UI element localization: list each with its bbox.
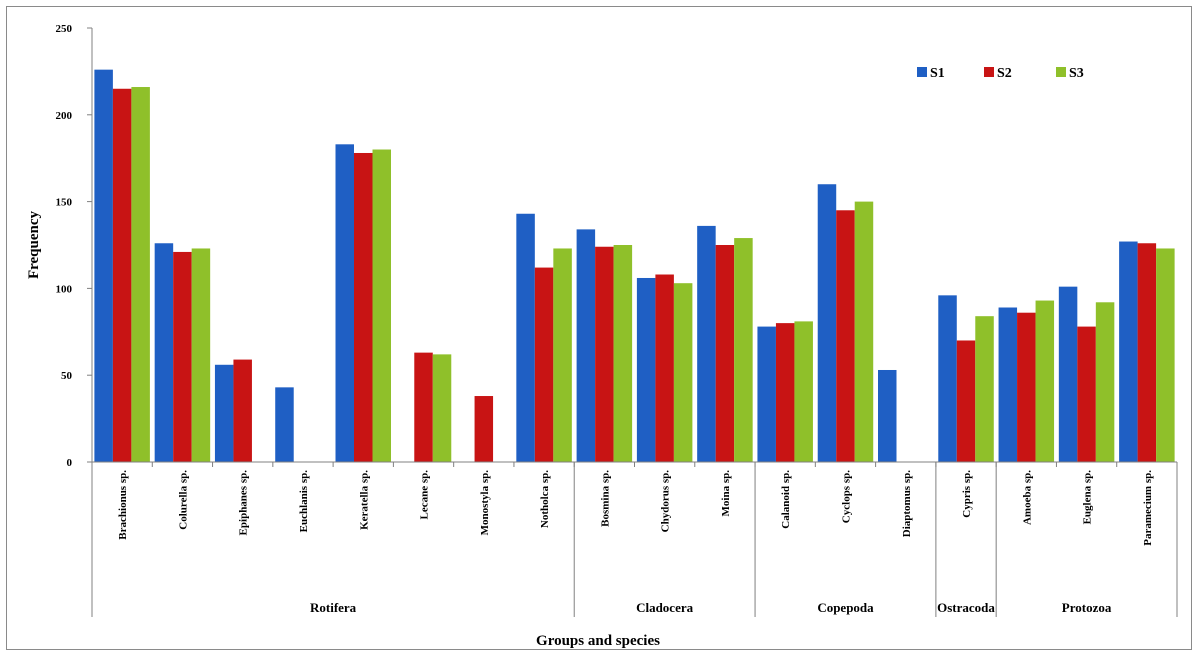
category-label: Chydorus sp. [660, 470, 672, 533]
group-label: Protozoa [1062, 600, 1112, 615]
y-tick-label: 0 [67, 457, 73, 469]
category-label: Moina sp. [720, 470, 732, 517]
category-label: Monostyla sp. [479, 470, 491, 536]
bar-s2-17 [1077, 326, 1096, 462]
legend-label-s2: S2 [997, 66, 1012, 81]
category-label: Epiphanes sp. [238, 470, 250, 536]
bar-s2-8 [534, 267, 554, 462]
bar-s3-6 [432, 354, 452, 462]
bar-s2-3 [233, 359, 252, 462]
bar-s2-1 [112, 88, 132, 462]
bar-s1-14 [878, 369, 897, 462]
group-labels: Rotifera Cladocera Copepoda Ostracoda Protoz… [91, 462, 1178, 617]
bar-s3-15 [975, 316, 994, 462]
category-label: Diaptomus sp. [901, 470, 913, 537]
bar-s2-10 [655, 274, 674, 462]
group-label: Copepoda [817, 600, 874, 615]
y-tick-label: 200 [56, 110, 73, 122]
category-label: Lecane sp. [419, 470, 431, 520]
bar-s2-18 [1137, 243, 1157, 462]
category-labels: Brachionus sp. Colurella sp. Epiphanes sp.… [91, 462, 1178, 546]
bar-s2-9 [595, 246, 614, 462]
bar-s2-7 [474, 396, 494, 462]
bar-s2-15 [956, 340, 976, 462]
bar-s1-18 [1119, 241, 1138, 462]
y-tick-label: 100 [56, 283, 73, 295]
bar-s3-5 [372, 149, 391, 462]
bar-s1-12 [757, 326, 776, 462]
bar-s2-6 [414, 352, 433, 462]
y-ticks: 0 50 100 150 200 250 [56, 23, 92, 469]
bar-s3-2 [191, 248, 211, 462]
bar-s2-16 [1017, 312, 1036, 462]
bar-s2-5 [354, 152, 373, 463]
bar-s3-9 [613, 245, 633, 462]
bar-s2-11 [715, 245, 735, 462]
bar-s1-15 [938, 295, 957, 462]
legend-label-s3: S3 [1069, 66, 1084, 81]
category-label: Euchlanis sp. [298, 470, 310, 533]
x-axis-title: Groups and species [536, 633, 660, 649]
bar-s1-16 [998, 307, 1018, 462]
legend-swatch-s3 [1056, 67, 1066, 77]
category-label: Calanoid sp. [780, 470, 792, 529]
bar-s3-8 [553, 248, 572, 462]
y-tick-label: 50 [61, 370, 73, 382]
category-label: Paramecium sp. [1142, 470, 1154, 546]
bar-s3-17 [1095, 302, 1115, 462]
category-label: Keratella sp. [358, 470, 370, 530]
bars-layer [94, 69, 1175, 463]
bar-s3-16 [1035, 300, 1055, 462]
bar-s3-10 [673, 283, 693, 462]
bar-s1-11 [697, 225, 716, 462]
y-axis-title: Frequency [26, 210, 42, 279]
bar-s1-1 [94, 69, 113, 462]
bar-s1-9 [576, 229, 596, 462]
bar-s1-13 [817, 184, 837, 463]
y-tick-label: 150 [56, 197, 73, 209]
bar-s2-12 [775, 323, 795, 462]
bar-s2-2 [173, 251, 192, 462]
bar-s1-17 [1058, 286, 1078, 462]
bar-s3-13 [854, 201, 874, 462]
category-label: Bosmina sp. [599, 470, 611, 527]
bar-s1-3 [214, 364, 234, 462]
bar-s1-5 [335, 144, 354, 462]
group-label: Ostracoda [937, 600, 995, 615]
category-label: Amoeba sp. [1021, 470, 1033, 525]
bar-s1-4 [275, 387, 294, 462]
bar-s3-1 [131, 87, 150, 463]
bar-s1-10 [636, 277, 656, 462]
category-label: Colurella sp. [177, 470, 189, 530]
legend: S1 S2 S3 [917, 66, 1084, 81]
bar-s3-18 [1156, 248, 1175, 462]
group-label: Rotifera [310, 600, 357, 615]
group-label: Cladocera [636, 600, 694, 615]
category-label: Brachionus sp. [117, 470, 129, 540]
bar-s3-12 [794, 321, 813, 462]
legend-swatch-s1 [917, 67, 927, 77]
category-label: Euglena sp. [1082, 470, 1094, 525]
bar-s3-11 [734, 238, 753, 462]
legend-swatch-s2 [984, 67, 994, 77]
bar-s1-2 [154, 243, 174, 462]
category-label: Notholca sp. [539, 470, 551, 528]
bar-s1-8 [516, 213, 535, 462]
y-tick-label: 250 [56, 23, 73, 35]
category-label: Cypris sp. [961, 470, 973, 518]
bar-s2-13 [836, 210, 855, 462]
category-label: Cyclops sp. [841, 470, 853, 523]
legend-label-s1: S1 [930, 66, 945, 81]
